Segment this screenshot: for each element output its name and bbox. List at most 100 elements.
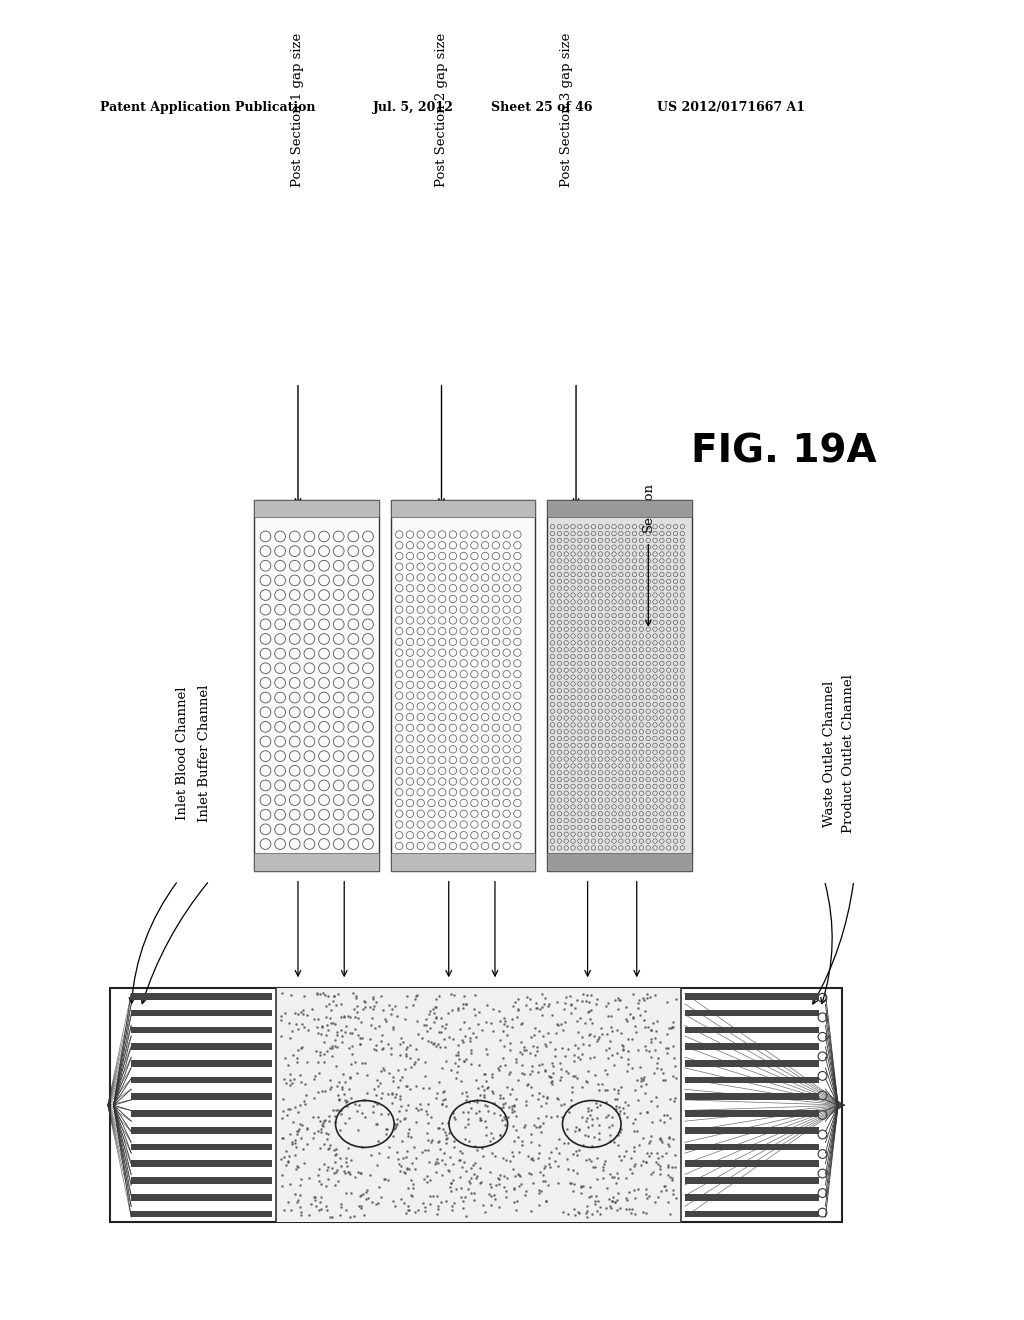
Point [285, 1134, 301, 1155]
Point [364, 1007, 380, 1028]
Point [333, 1156, 349, 1177]
Point [512, 1166, 528, 1187]
Point [614, 1038, 631, 1059]
Point [327, 1152, 343, 1173]
Point [541, 1154, 557, 1175]
Point [618, 997, 635, 1018]
Point [650, 1048, 667, 1069]
Point [336, 1160, 352, 1181]
Point [479, 995, 496, 1016]
Point [389, 1142, 406, 1163]
Point [618, 1010, 635, 1031]
Point [639, 983, 655, 1005]
Point [591, 1080, 607, 1101]
Point [665, 1016, 681, 1038]
Point [417, 1052, 433, 1073]
Bar [254, 500, 379, 517]
Point [358, 1181, 375, 1203]
Point [318, 1159, 335, 1180]
Point [504, 1078, 520, 1100]
Point [500, 1106, 516, 1127]
Point [333, 1100, 349, 1121]
Point [410, 1024, 426, 1045]
Point [667, 1056, 683, 1077]
Point [343, 1088, 359, 1109]
Text: Waste Outlet Channel: Waste Outlet Channel [823, 681, 836, 826]
Point [292, 1197, 308, 1218]
Point [313, 1173, 330, 1195]
Point [398, 1076, 415, 1097]
Point [306, 1187, 323, 1208]
Point [435, 1118, 452, 1139]
Point [425, 1185, 441, 1206]
Point [590, 1028, 606, 1049]
Point [494, 1109, 510, 1130]
Point [350, 1162, 367, 1183]
Point [537, 1171, 553, 1192]
Point [603, 1005, 620, 1026]
Point [328, 1100, 344, 1121]
Text: Post Section 3 gap size: Post Section 3 gap size [560, 33, 572, 187]
Point [606, 1078, 623, 1100]
Point [334, 1032, 350, 1053]
Point [279, 1072, 295, 1093]
Point [567, 1117, 584, 1138]
Point [338, 1016, 354, 1038]
Point [381, 1063, 397, 1084]
Point [323, 1012, 339, 1034]
Point [282, 1028, 298, 1049]
Point [371, 1176, 387, 1197]
Point [543, 1142, 559, 1163]
Point [443, 1200, 460, 1221]
Point [309, 1121, 326, 1142]
Point [552, 1052, 568, 1073]
Point [470, 1014, 486, 1035]
Point [423, 1106, 439, 1127]
Point [624, 1028, 640, 1049]
Point [514, 1131, 530, 1152]
Point [357, 1188, 374, 1209]
Point [535, 1171, 551, 1192]
Point [403, 1152, 420, 1173]
Point [564, 1159, 581, 1180]
Point [292, 1114, 308, 1135]
Point [606, 1055, 623, 1076]
Point [504, 1098, 520, 1119]
Point [529, 998, 546, 1019]
Point [383, 1082, 399, 1104]
Point [577, 1012, 593, 1034]
Point [408, 1159, 424, 1180]
Point [375, 999, 391, 1020]
Point [452, 1140, 468, 1162]
Point [529, 1088, 546, 1109]
Point [398, 1045, 415, 1067]
Point [581, 1117, 597, 1138]
Point [535, 1086, 551, 1107]
Text: FIG. 19A: FIG. 19A [690, 432, 877, 470]
Point [586, 1047, 602, 1068]
Point [324, 1045, 340, 1067]
Point [607, 1089, 624, 1110]
Point [549, 991, 565, 1012]
Bar [131, 1010, 271, 1016]
Point [642, 1142, 658, 1163]
Point [316, 1109, 333, 1130]
Point [470, 1078, 486, 1100]
Point [299, 1005, 315, 1026]
Point [324, 1158, 340, 1179]
Point [467, 1005, 483, 1026]
Point [458, 1117, 474, 1138]
Point [644, 1162, 660, 1183]
Point [596, 1154, 612, 1175]
Point [563, 1172, 580, 1193]
Point [495, 1094, 511, 1115]
Point [570, 1139, 587, 1160]
Point [368, 1084, 384, 1105]
Point [280, 1150, 296, 1171]
Point [386, 1118, 402, 1139]
Point [647, 1020, 664, 1041]
Point [574, 1135, 591, 1156]
Point [639, 1102, 655, 1123]
Point [325, 1012, 341, 1034]
Point [392, 1034, 409, 1055]
